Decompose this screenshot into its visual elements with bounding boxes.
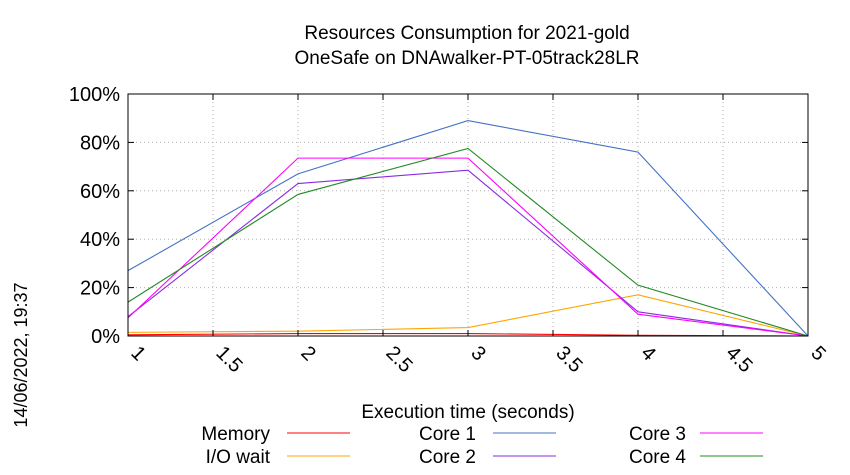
x-tick-label-0: 1 [126, 342, 149, 365]
grid [128, 94, 808, 336]
legend-label-core-2: Core 2 [419, 447, 476, 468]
y-tick-label-3: 60% [80, 181, 120, 203]
x-axis-label: Execution time (seconds) [361, 402, 574, 423]
x-tick-label-2: 2 [296, 342, 319, 365]
legend-label-i-o-wait: I/O wait [206, 447, 271, 468]
x-tick-label-6: 4 [636, 342, 659, 365]
legend-label-core-3: Core 3 [629, 424, 686, 445]
y-tick-label-5: 100% [69, 84, 120, 106]
x-tick-label-5: 3.5 [551, 342, 586, 377]
legend-label-core-1: Core 1 [419, 424, 476, 445]
series-line-core-3 [127, 157, 809, 337]
series-line-core-4 [127, 147, 809, 337]
timestamp-label: 14/06/2022, 19:37 [11, 282, 31, 427]
series-line-i-o-wait [127, 294, 809, 337]
x-tick-label-3: 2.5 [381, 342, 416, 377]
series-lines [127, 120, 809, 337]
x-tick-label-4: 3 [466, 342, 489, 365]
y-tick-label-1: 20% [80, 278, 120, 300]
series-line-core-2 [127, 169, 809, 337]
y-tick-label-2: 40% [80, 229, 120, 251]
x-tick-label-8: 5 [806, 342, 829, 365]
y-tick-label-0: 0% [91, 326, 120, 348]
legend-label-memory: Memory [201, 424, 270, 445]
chart-title: Resources Consumption for 2021-gold [304, 23, 629, 44]
y-tick-label-4: 80% [80, 132, 120, 154]
legend-label-core-4: Core 4 [629, 447, 686, 468]
series-line-core-1 [127, 120, 809, 337]
x-tick-label-7: 4.5 [721, 342, 756, 377]
y-axis-ticks: 0% 20% 40% 60% 80% 100% [69, 84, 808, 348]
x-tick-label-1: 1.5 [211, 342, 246, 377]
chart-subtitle: OneSafe on DNAwalker-PT-05track28LR [295, 48, 640, 69]
